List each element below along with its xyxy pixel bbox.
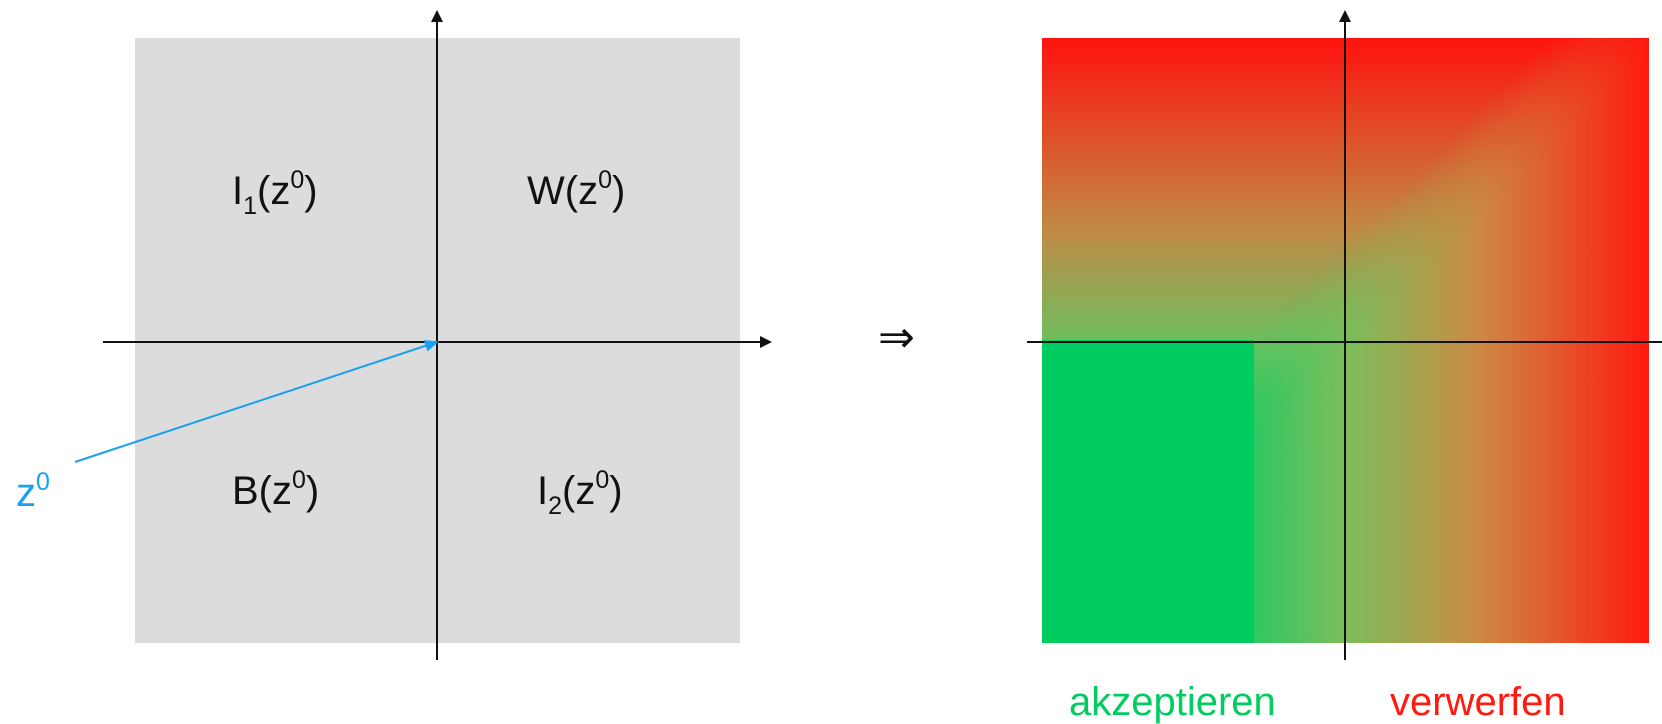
quadrant-label-i2: I2(z0) bbox=[537, 466, 623, 520]
z0-pointer-arrow bbox=[74, 340, 439, 463]
point-label-z0: z0 bbox=[16, 468, 50, 515]
accept-region bbox=[1042, 340, 1254, 643]
quadrant-label-b: B(z0) bbox=[232, 466, 320, 513]
quadrant-label-i1: I1(z0) bbox=[232, 166, 318, 220]
accept-label: akzeptieren bbox=[1069, 680, 1276, 724]
implies-arrow-icon: ⇒ bbox=[878, 312, 915, 363]
reject-label: verwerfen bbox=[1390, 680, 1566, 724]
quadrant-label-w: W(z0) bbox=[527, 166, 626, 213]
